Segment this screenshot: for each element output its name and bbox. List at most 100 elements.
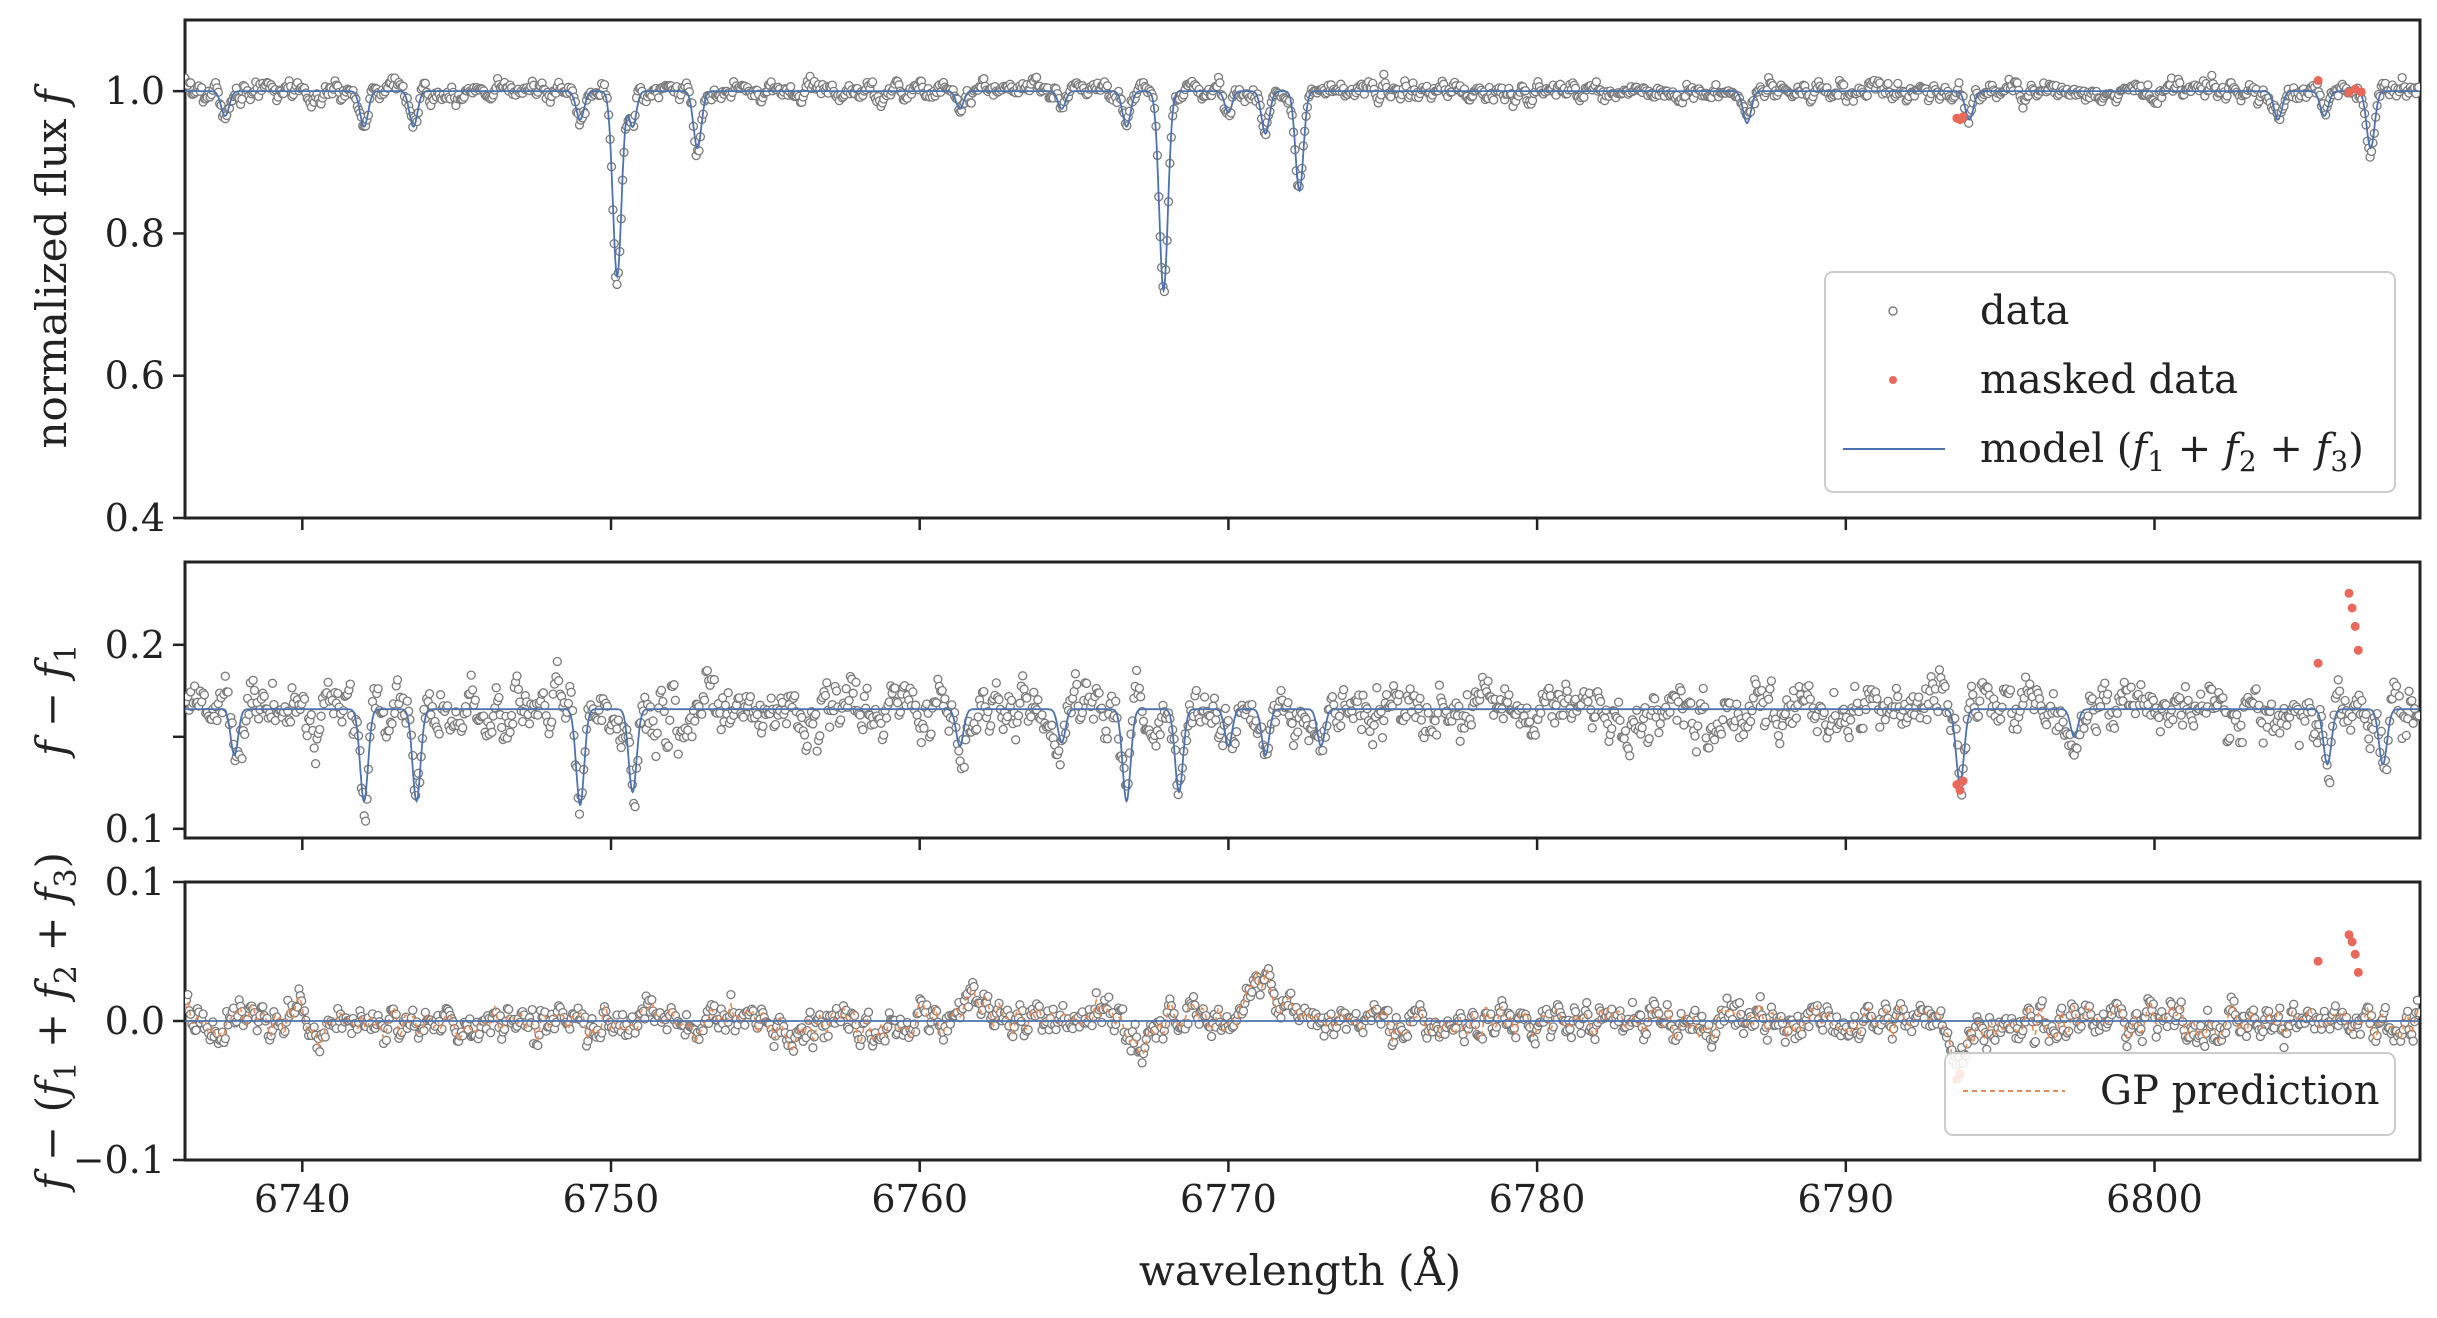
data-point bbox=[2037, 996, 2047, 1006]
data-point bbox=[2366, 146, 2377, 157]
data-point bbox=[938, 1035, 949, 1045]
data-point bbox=[185, 989, 193, 1000]
data-points bbox=[185, 656, 2420, 826]
data-point bbox=[1691, 747, 1702, 757]
data-point bbox=[1650, 694, 1660, 704]
data-point bbox=[1462, 690, 1472, 700]
data-point bbox=[524, 719, 535, 729]
data-point bbox=[1006, 695, 1017, 706]
data-point bbox=[697, 709, 707, 719]
data-point bbox=[1019, 684, 1029, 694]
data-point bbox=[1051, 1024, 1061, 1035]
data-point bbox=[652, 728, 662, 738]
data-point bbox=[223, 687, 233, 697]
y-tick-label: 0.0 bbox=[105, 999, 165, 1043]
data-point bbox=[1961, 743, 1971, 753]
data-point bbox=[533, 710, 543, 720]
data-point bbox=[1644, 734, 1654, 744]
data-point bbox=[258, 1002, 268, 1012]
data-point bbox=[285, 717, 296, 727]
data-point bbox=[2196, 1021, 2206, 1031]
data-point bbox=[2266, 699, 2277, 709]
data-point bbox=[491, 683, 501, 693]
model-line bbox=[185, 90, 2420, 294]
data-point bbox=[408, 1005, 418, 1015]
data-point bbox=[1504, 690, 1514, 700]
data-point bbox=[959, 762, 969, 772]
y-tick-label: −0.1 bbox=[73, 1138, 165, 1182]
data-point bbox=[1293, 727, 1303, 737]
y-tick-label: 0.2 bbox=[105, 623, 165, 667]
data-point bbox=[2333, 675, 2343, 685]
data-point bbox=[1255, 990, 1265, 1000]
data-point bbox=[467, 685, 478, 695]
data-point bbox=[1466, 720, 1477, 730]
data-point bbox=[547, 717, 557, 727]
data-point bbox=[1907, 1026, 1917, 1037]
data-point bbox=[2404, 686, 2414, 696]
data-point bbox=[1718, 715, 1728, 725]
data-point bbox=[315, 1047, 325, 1057]
data-point bbox=[1940, 681, 1950, 692]
data-point bbox=[1690, 1005, 1700, 1015]
data-point bbox=[1351, 1008, 1361, 1019]
masked-point bbox=[2313, 76, 2323, 85]
data-point bbox=[1118, 1004, 1128, 1014]
data-point bbox=[1530, 1039, 1540, 1049]
data-point bbox=[2401, 730, 2411, 741]
data-point bbox=[1209, 693, 1220, 703]
data-point bbox=[499, 1024, 510, 1034]
data-point bbox=[2175, 693, 2185, 703]
data-point bbox=[966, 98, 976, 108]
data-point bbox=[1745, 716, 1756, 727]
data-point bbox=[879, 730, 889, 740]
data-point bbox=[1131, 665, 1142, 676]
data-point bbox=[1379, 715, 1389, 726]
data-point bbox=[267, 678, 278, 688]
data-point bbox=[2025, 679, 2035, 689]
data-point bbox=[2183, 695, 2193, 706]
data-point bbox=[670, 695, 681, 705]
data-point bbox=[1283, 697, 1293, 708]
data-point bbox=[1690, 731, 1700, 741]
data-point bbox=[527, 1004, 537, 1015]
data-point bbox=[1220, 703, 1231, 714]
data-point bbox=[973, 712, 983, 722]
top-ylabel: normalized flux f bbox=[27, 83, 76, 448]
data-point bbox=[1088, 714, 1099, 724]
data-point bbox=[191, 1025, 201, 1035]
data-point bbox=[1704, 743, 1714, 753]
masked-point bbox=[2347, 603, 2357, 613]
data-point bbox=[802, 741, 812, 751]
data-point bbox=[512, 671, 522, 681]
data-point bbox=[1891, 683, 1902, 694]
panel-top-frame bbox=[183, 18, 2422, 520]
data-point bbox=[1858, 723, 1868, 734]
data-point bbox=[424, 689, 435, 699]
data-point bbox=[1136, 692, 1146, 702]
data-point bbox=[1215, 78, 1225, 88]
masked-point bbox=[1958, 112, 1968, 122]
data-point bbox=[647, 995, 657, 1005]
data-point bbox=[2346, 725, 2356, 735]
data-point bbox=[249, 685, 260, 696]
data-point bbox=[979, 74, 989, 84]
data-point bbox=[505, 727, 515, 737]
data-point bbox=[2294, 740, 2304, 751]
masked-point bbox=[2344, 588, 2354, 598]
data-point bbox=[1530, 730, 1540, 740]
data-point bbox=[1013, 710, 1024, 721]
data-point bbox=[1402, 1031, 1413, 1042]
data-point bbox=[1654, 728, 1664, 738]
data-point bbox=[815, 731, 825, 741]
data-point bbox=[862, 683, 872, 693]
data-point bbox=[2177, 720, 2188, 730]
data-point bbox=[1104, 992, 1114, 1002]
data-point bbox=[808, 719, 818, 729]
x-tick-label: 6780 bbox=[1489, 1177, 1586, 1221]
data-point bbox=[648, 716, 658, 726]
legend-masked-marker bbox=[1889, 376, 1897, 384]
data-point bbox=[1477, 1034, 1488, 1044]
data-point bbox=[309, 743, 319, 753]
